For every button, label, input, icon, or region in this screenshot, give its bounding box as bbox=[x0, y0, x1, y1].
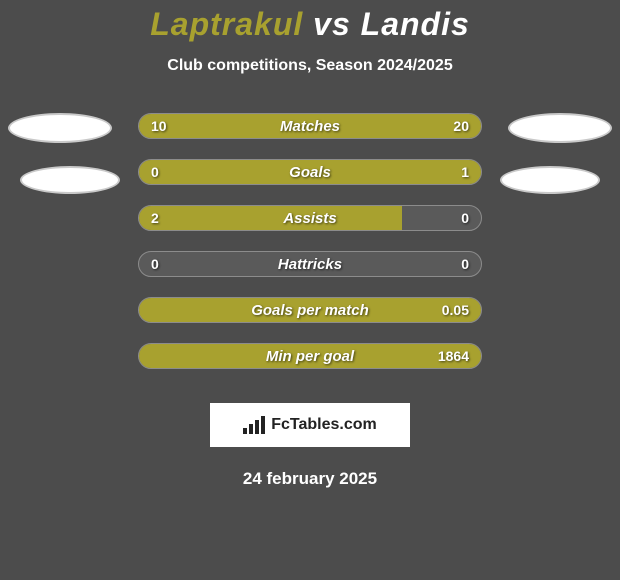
stat-row: 1864Min per goal bbox=[138, 343, 482, 369]
stats-chart: 1020Matches 01Goals 20Assists 00Hattricks 0.… bbox=[0, 113, 620, 383]
stat-row: 20Assists bbox=[138, 205, 482, 231]
stat-label: Matches bbox=[139, 114, 481, 138]
date-text: 24 february 2025 bbox=[0, 469, 620, 489]
stat-label: Assists bbox=[139, 206, 481, 230]
stat-label: Goals bbox=[139, 160, 481, 184]
title-player-left: Laptrakul bbox=[150, 6, 303, 42]
title-vs: vs bbox=[313, 6, 351, 42]
source-badge: FcTables.com bbox=[210, 403, 410, 447]
player-left-marker-1 bbox=[8, 113, 112, 143]
bar-chart-icon bbox=[243, 416, 265, 434]
player-right-marker-1 bbox=[508, 113, 612, 143]
stat-row: 0.05Goals per match bbox=[138, 297, 482, 323]
stat-label: Goals per match bbox=[139, 298, 481, 322]
stat-label: Hattricks bbox=[139, 252, 481, 276]
stat-bars: 1020Matches 01Goals 20Assists 00Hattricks 0.… bbox=[138, 113, 482, 389]
source-badge-text: FcTables.com bbox=[271, 416, 377, 434]
stat-row: 00Hattricks bbox=[138, 251, 482, 277]
subtitle: Club competitions, Season 2024/2025 bbox=[0, 57, 620, 75]
page-title: Laptrakul vs Landis bbox=[0, 0, 620, 43]
player-left-marker-2 bbox=[20, 166, 120, 194]
player-right-marker-2 bbox=[500, 166, 600, 194]
infographic-container: Laptrakul vs Landis Club competitions, S… bbox=[0, 0, 620, 580]
stat-label: Min per goal bbox=[139, 344, 481, 368]
title-player-right: Landis bbox=[361, 6, 470, 42]
stat-row: 1020Matches bbox=[138, 113, 482, 139]
stat-row: 01Goals bbox=[138, 159, 482, 185]
